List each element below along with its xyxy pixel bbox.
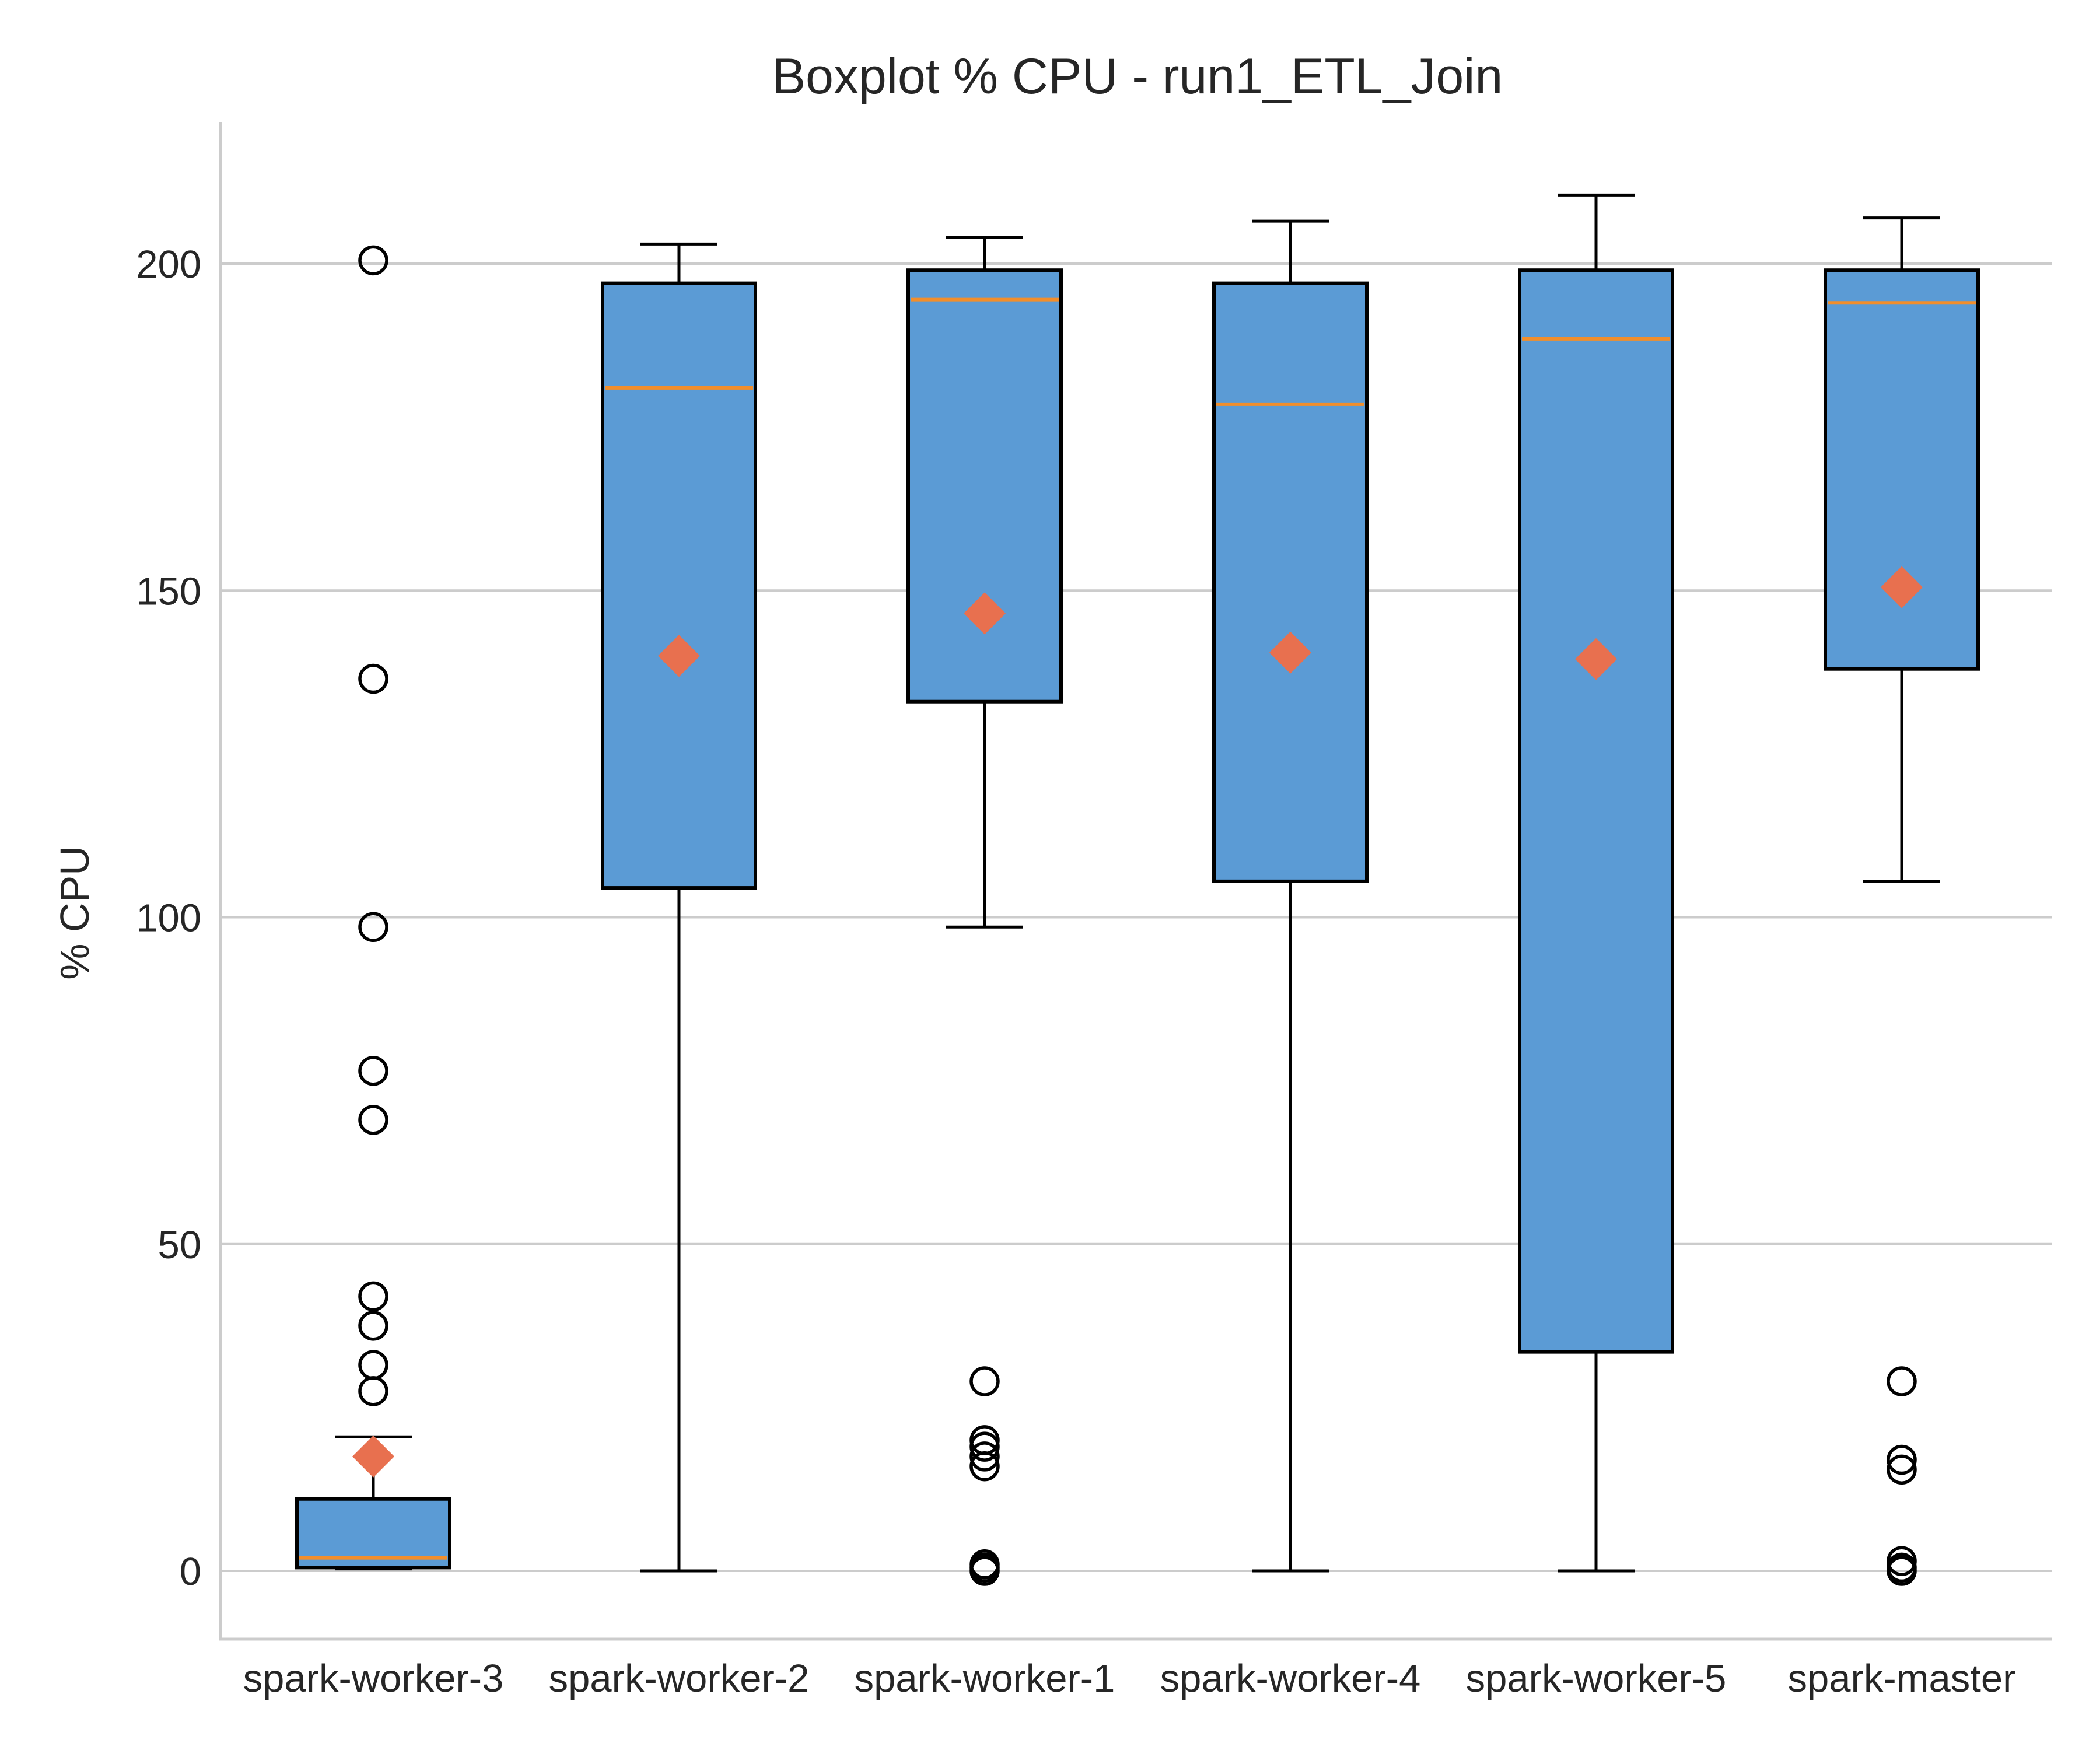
outlier-point bbox=[358, 912, 388, 943]
y-tick-label-150: 150 bbox=[136, 569, 201, 613]
x-tick-label-spark-worker-3: spark-worker-3 bbox=[243, 1657, 504, 1700]
x-tick-label-spark-worker-2: spark-worker-2 bbox=[549, 1657, 810, 1700]
outlier-point bbox=[358, 1376, 388, 1406]
mean-marker-spark-worker-5 bbox=[1575, 638, 1617, 680]
outlier-point bbox=[970, 1441, 1000, 1472]
outlier-point bbox=[970, 1366, 1000, 1396]
y-tick-label-0: 0 bbox=[180, 1550, 201, 1594]
outlier-point bbox=[1887, 1454, 1917, 1485]
mean-marker-spark-worker-2 bbox=[658, 635, 700, 677]
x-tick-label-spark-worker-5: spark-worker-5 bbox=[1466, 1657, 1727, 1700]
outlier-point bbox=[970, 1451, 1000, 1482]
outlier-point bbox=[358, 1311, 388, 1341]
x-tick-labels: spark-worker-3 spark-worker-2 spark-worker… bbox=[243, 1657, 2016, 1700]
y-tick-label-200: 200 bbox=[136, 243, 201, 286]
box-body-spark-worker-4 bbox=[1212, 281, 1368, 883]
outlier-point bbox=[358, 663, 388, 694]
box-spark-master bbox=[1824, 216, 1980, 1586]
outlier-point bbox=[358, 1281, 388, 1312]
outlier-point bbox=[1887, 1444, 1917, 1475]
axis-spines bbox=[219, 123, 2052, 1641]
chart-title: Boxplot % CPU - run1_ETL_Join bbox=[772, 48, 1503, 104]
box-body-spark-worker-1 bbox=[907, 268, 1063, 704]
y-tick-labels: 0 50 100 150 200 bbox=[136, 243, 201, 1594]
mean-marker-spark-master bbox=[1881, 566, 1923, 608]
outlier-point bbox=[970, 1425, 1000, 1455]
box-body-spark-worker-2 bbox=[601, 281, 757, 890]
boxes bbox=[295, 193, 1980, 1586]
x-tick-label-spark-master: spark-master bbox=[1788, 1657, 2016, 1700]
mean-marker-spark-worker-4 bbox=[1269, 631, 1311, 674]
outlier-point bbox=[358, 1105, 388, 1135]
outlier-point bbox=[970, 1556, 1000, 1586]
outlier-point bbox=[1887, 1556, 1917, 1586]
box-body-spark-worker-5 bbox=[1518, 268, 1674, 1354]
outlier-point bbox=[1887, 1366, 1917, 1396]
box-spark-worker-5 bbox=[1518, 193, 1674, 1573]
y-tick-label-50: 50 bbox=[158, 1223, 201, 1267]
gridlines bbox=[220, 262, 2052, 1572]
outlier-point bbox=[358, 1350, 388, 1380]
x-tick-label-spark-worker-4: spark-worker-4 bbox=[1160, 1657, 1421, 1700]
box-body-spark-master bbox=[1824, 268, 1980, 671]
box-spark-worker-4 bbox=[1212, 219, 1368, 1573]
outlier-point bbox=[970, 1432, 1000, 1462]
box-spark-worker-3 bbox=[295, 245, 452, 1571]
box-spark-worker-2 bbox=[601, 242, 757, 1573]
outlier-point bbox=[358, 245, 388, 276]
y-axis-label: % CPU bbox=[52, 846, 97, 979]
y-tick-label-100: 100 bbox=[136, 897, 201, 940]
mean-marker-spark-worker-3 bbox=[352, 1435, 394, 1478]
mean-marker-spark-worker-1 bbox=[964, 592, 1006, 635]
outlier-point bbox=[358, 1056, 388, 1086]
box-spark-worker-1 bbox=[907, 236, 1063, 1586]
x-tick-label-spark-worker-1: spark-worker-1 bbox=[855, 1657, 1115, 1700]
